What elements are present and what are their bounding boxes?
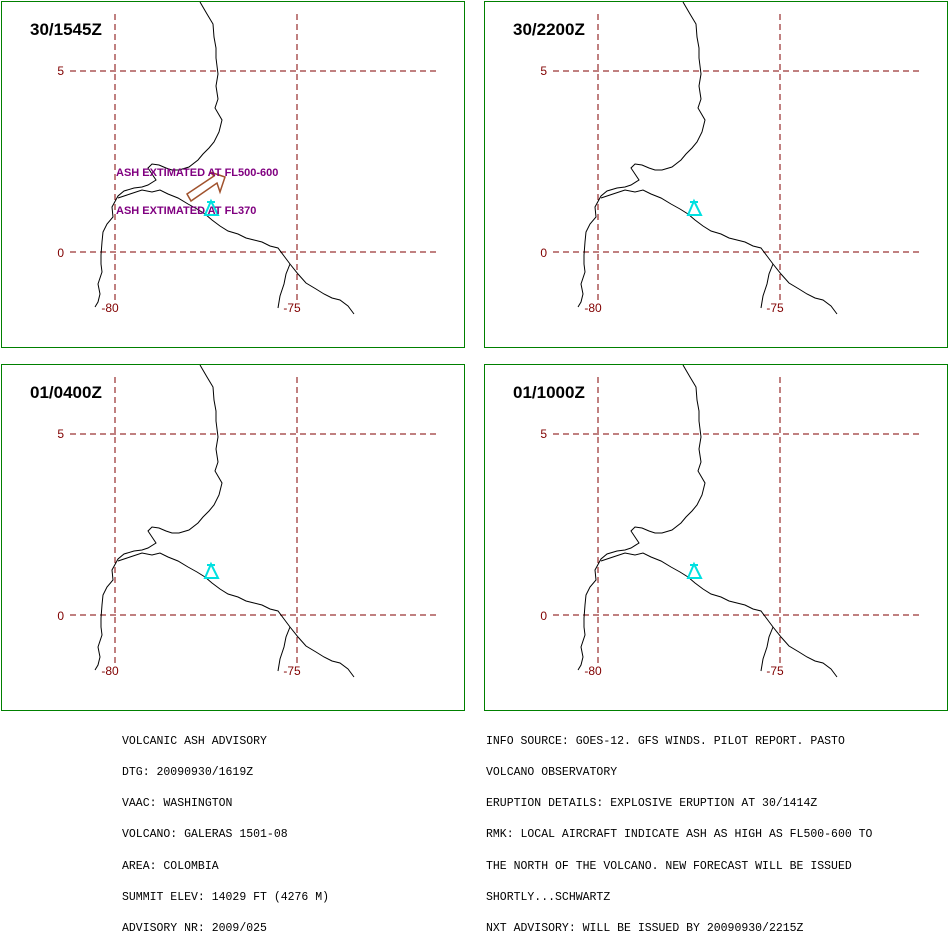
advisory-line: RMK: LOCAL AIRCRAFT INDICATE ASH AS HIGH…: [486, 828, 873, 842]
lat-lon-grid: [553, 377, 923, 663]
map-panel-4: 01/1000Z 5 0 -80 -75: [484, 364, 948, 711]
advisory-line: THE NORTH OF THE VOLCANO. NEW FORECAST W…: [486, 859, 852, 873]
lat-lon-grid: [553, 14, 923, 300]
grid-labels: 5 0 -80 -75: [57, 427, 301, 678]
lon-label-80: -80: [584, 301, 602, 315]
map-panel-1: 30/1545Z 5 0 -80 -75 ASH EXTIMATED AT FL…: [1, 1, 465, 348]
advisory-line: VOLCANO OBSERVATORY: [486, 766, 618, 780]
ash-annotation-lower: ASH EXTIMATED AT FL370: [116, 205, 256, 217]
lon-label-80: -80: [101, 664, 119, 678]
advisory-line: ERUPTION DETAILS: EXPLOSIVE ERUPTION AT …: [486, 797, 818, 811]
volcano-triangle-icon: [203, 198, 220, 216]
lat-label-0: 0: [57, 609, 64, 623]
panel-time-label: 30/1545Z: [30, 20, 102, 39]
advisory-line: INFO SOURCE: GOES-12. GFS WINDS. PILOT R…: [486, 734, 845, 748]
advisory-line: SUMMIT ELEV: 14029 FT (4276 M): [122, 890, 330, 904]
lat-label-5: 5: [540, 427, 547, 441]
map-canvas: 5 0 -80 -75: [57, 365, 440, 678]
ash-arrow-icon: [186, 171, 226, 203]
advisory-line: ADVISORY NR: 2009/025: [122, 922, 267, 936]
lat-label-5: 5: [57, 64, 64, 78]
grid-labels: 5 0 -80 -75: [540, 427, 784, 678]
lat-lon-grid: [70, 14, 440, 300]
map-panel-3: 01/0400Z 5 0 -80 -75: [1, 364, 465, 711]
panel-time-label: 01/0400Z: [30, 383, 102, 402]
volcano-triangle-icon: [686, 198, 703, 216]
lon-label-75: -75: [283, 664, 301, 678]
advisory-remarks-block: INFO SOURCE: GOES-12. GFS WINDS. PILOT R…: [486, 716, 872, 945]
lon-label-80: -80: [101, 301, 119, 315]
map-canvas: 5 0 -80 -75 ASH EXTIMATED AT FL500-600 A…: [57, 2, 440, 315]
lat-label-5: 5: [540, 64, 547, 78]
volcano-triangle-icon: [686, 561, 703, 579]
volcano-triangle-icon: [203, 561, 220, 579]
coastline: [94, 365, 355, 678]
lat-lon-grid: [70, 377, 440, 663]
advisory-line: VAAC: WASHINGTON: [122, 797, 233, 811]
advisory-line: VOLCANO: GALERAS 1501-08: [122, 828, 288, 842]
advisory-line: NXT ADVISORY: WILL BE ISSUED BY 20090930…: [486, 922, 804, 936]
panel-time-label: 30/2200Z: [513, 20, 585, 39]
coastline: [577, 2, 838, 315]
panel-time-label: 01/1000Z: [513, 383, 585, 402]
advisory-line: SHORTLY...SCHWARTZ: [486, 890, 611, 904]
grid-labels: 5 0 -80 -75: [57, 64, 301, 315]
grid-labels: 5 0 -80 -75: [540, 64, 784, 315]
lon-label-80: -80: [584, 664, 602, 678]
lat-label-5: 5: [57, 427, 64, 441]
advisory-line: DTG: 20090930/1619Z: [122, 766, 254, 780]
lat-label-0: 0: [540, 609, 547, 623]
map-canvas: 5 0 -80 -75: [540, 2, 923, 315]
lon-label-75: -75: [766, 664, 784, 678]
map-panel-2: 30/2200Z 5 0 -80 -75: [484, 1, 948, 348]
lat-label-0: 0: [540, 246, 547, 260]
coastline: [94, 2, 355, 315]
map-canvas: 5 0 -80 -75: [540, 365, 923, 678]
ash-annotation-upper: ASH EXTIMATED AT FL500-600: [116, 167, 278, 179]
advisory-line: AREA: COLOMBIA: [122, 859, 219, 873]
coastline: [577, 365, 838, 678]
lon-label-75: -75: [283, 301, 301, 315]
advisory-header-block: VOLCANIC ASH ADVISORY DTG: 20090930/1619…: [122, 716, 329, 945]
lon-label-75: -75: [766, 301, 784, 315]
advisory-line: VOLCANIC ASH ADVISORY: [122, 734, 267, 748]
lat-label-0: 0: [57, 246, 64, 260]
